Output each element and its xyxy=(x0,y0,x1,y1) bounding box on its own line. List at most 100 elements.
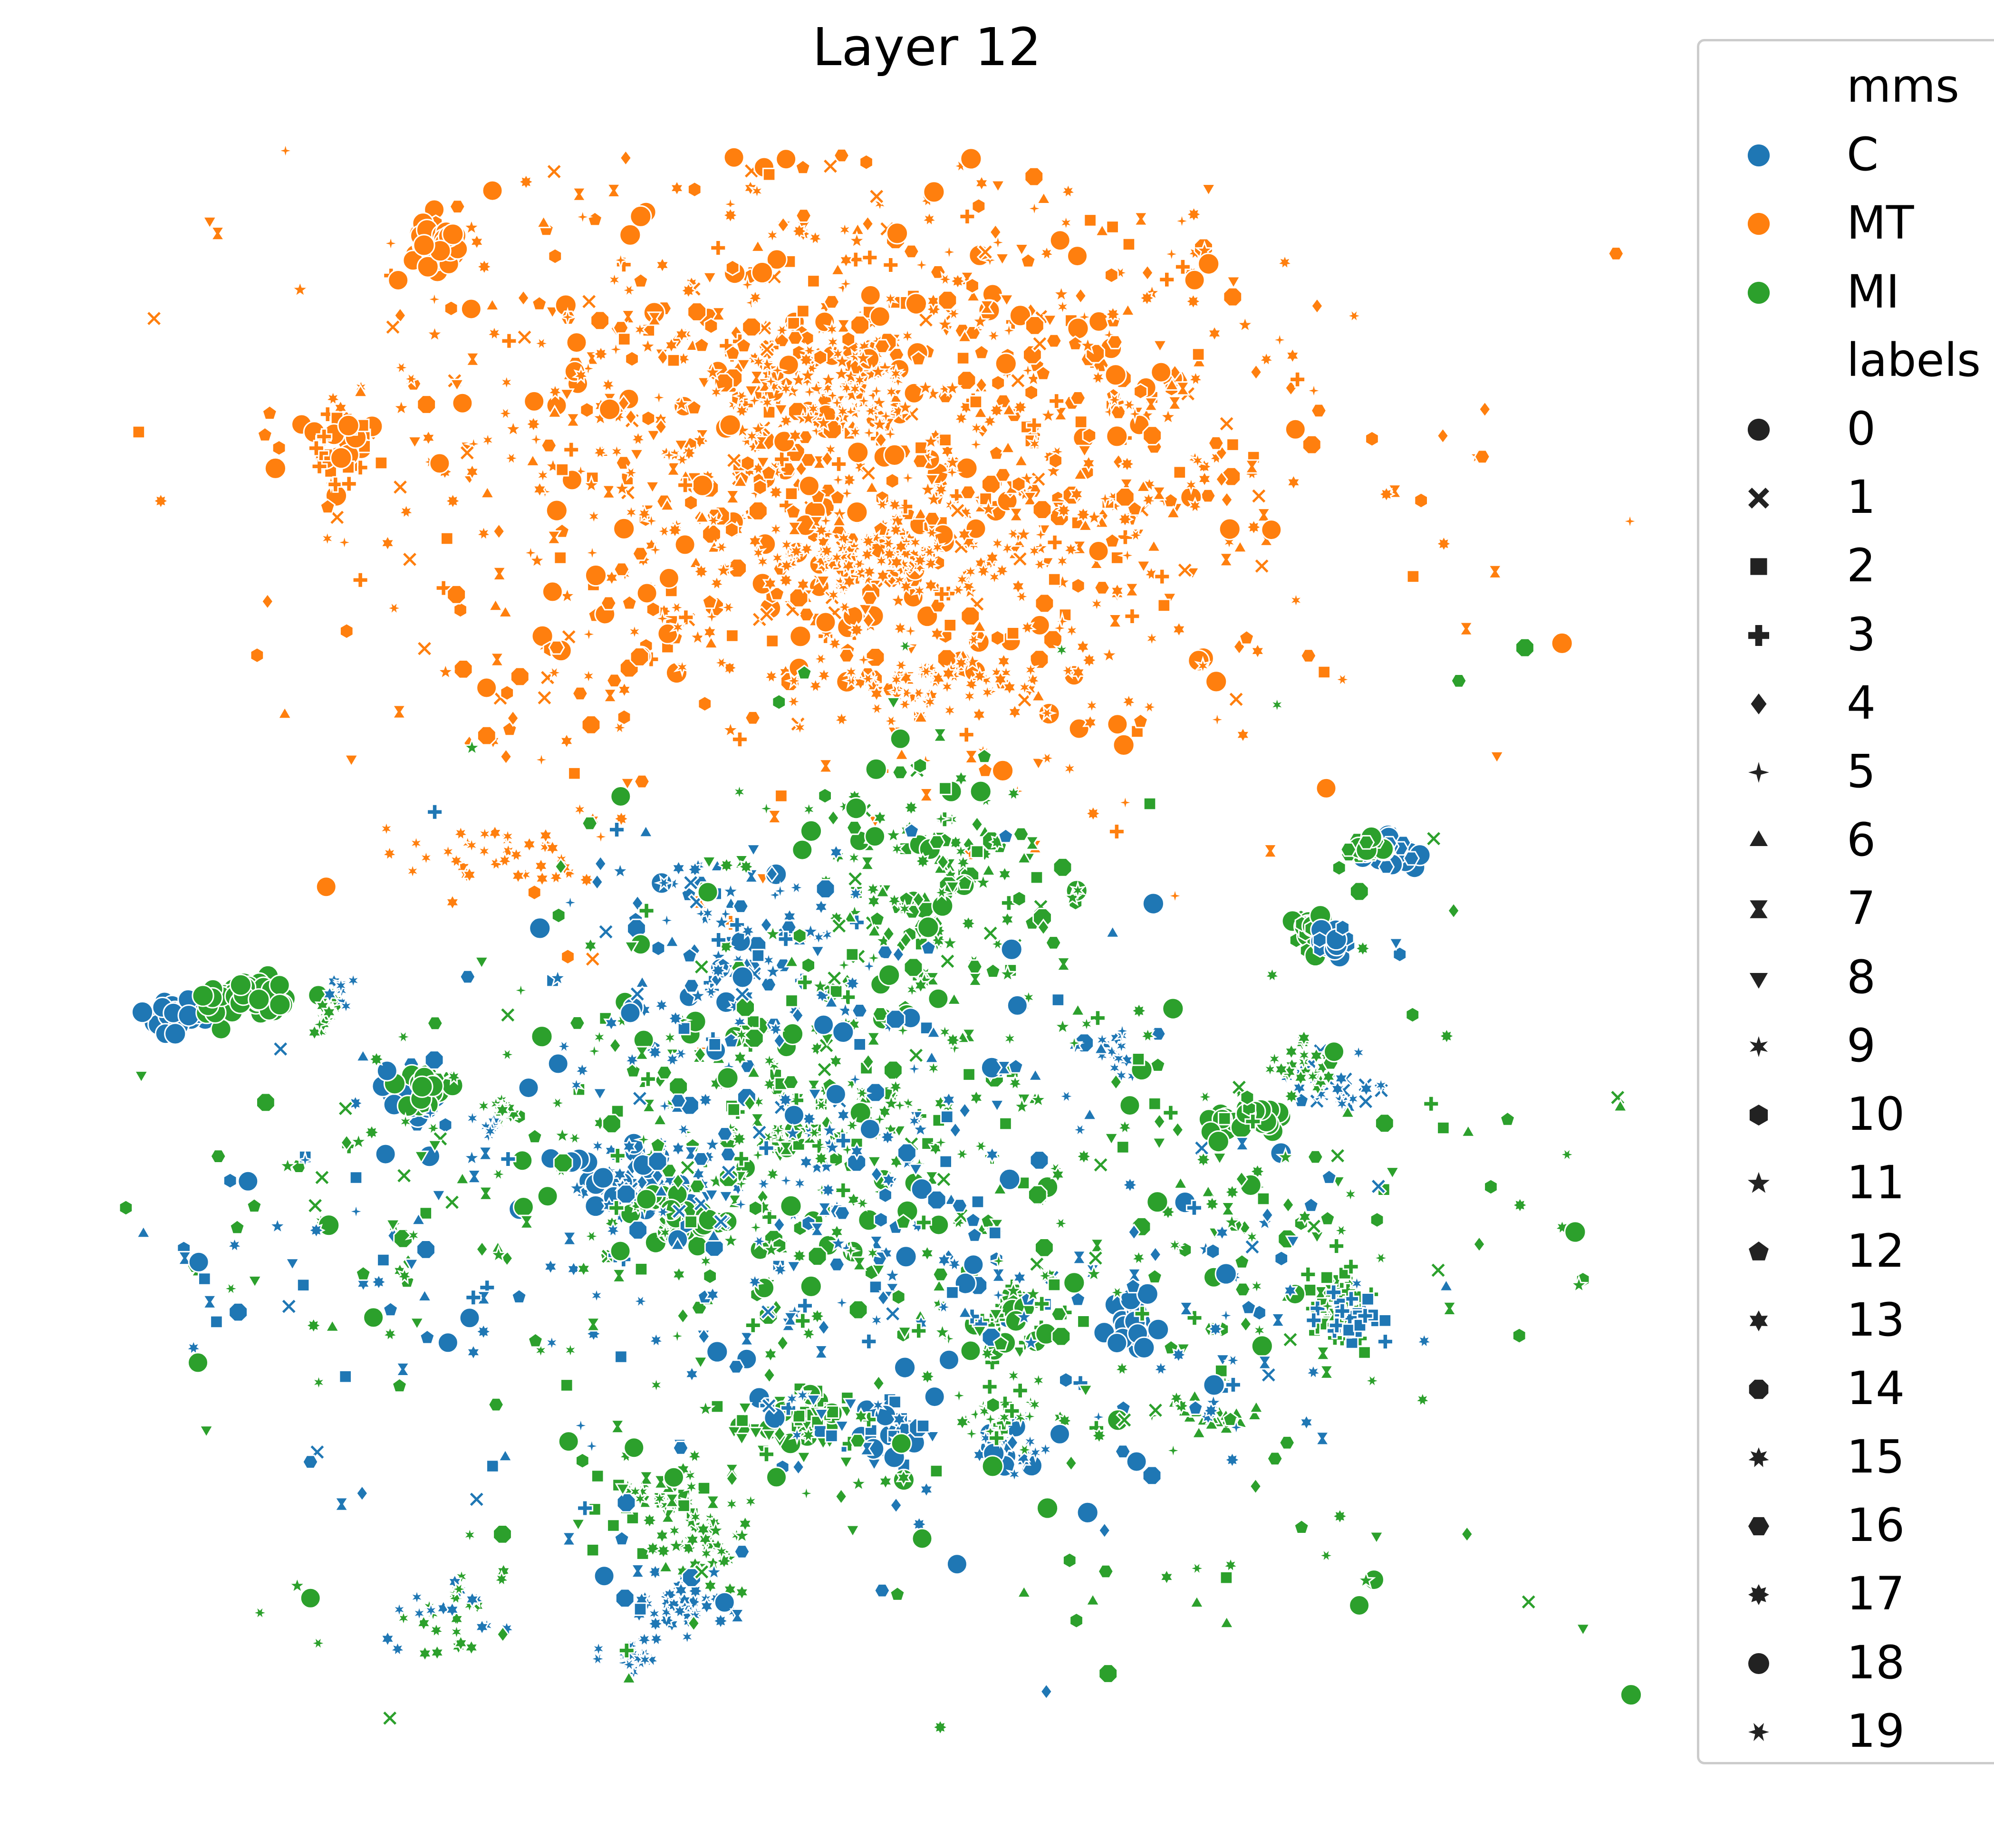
scatter-point xyxy=(404,861,422,881)
scatter-point xyxy=(758,392,776,413)
scatter-point xyxy=(1060,759,1079,779)
scatter-point xyxy=(786,879,807,896)
scatter-point xyxy=(666,1009,685,1028)
scatter-point xyxy=(867,700,887,718)
scatter-point xyxy=(918,1367,937,1386)
scatter-point xyxy=(731,966,754,989)
scatter-point xyxy=(703,635,719,649)
legend-label: MI xyxy=(1847,265,1900,318)
scatter-point xyxy=(636,1649,654,1670)
scatter-point xyxy=(691,474,714,497)
scatter-point xyxy=(1106,335,1124,349)
scatter-point xyxy=(1328,1317,1345,1334)
scatter-point xyxy=(1117,545,1138,566)
legend-item-13: 13 xyxy=(1699,1287,1994,1355)
scatter-point xyxy=(1098,1664,1118,1684)
legend-item-7: 7 xyxy=(1699,875,1994,943)
scatter-point xyxy=(667,1326,688,1347)
scatter-point xyxy=(444,893,461,912)
scatter-point xyxy=(694,509,710,523)
scatter-point xyxy=(1331,859,1347,876)
scatter-point xyxy=(976,243,994,261)
scatter-point xyxy=(349,1171,363,1184)
scatter-point xyxy=(876,405,896,427)
scatter-point xyxy=(453,601,468,618)
scatter-point xyxy=(753,1175,774,1193)
legend-marker-star7-icon xyxy=(1748,1447,1769,1467)
scatter-point xyxy=(1184,269,1205,291)
scatter-point xyxy=(965,277,980,294)
scatter-point xyxy=(656,1222,674,1243)
scatter-point xyxy=(462,835,481,856)
scatter-point xyxy=(1257,349,1276,368)
scatter-point xyxy=(1162,997,1185,1020)
scatter-point xyxy=(789,625,812,648)
scatter-point xyxy=(620,309,636,324)
scatter-point xyxy=(1173,1175,1189,1189)
scatter-point xyxy=(800,921,821,940)
scatter-point xyxy=(482,180,503,202)
scatter-point xyxy=(962,561,980,582)
scatter-point xyxy=(1478,400,1492,418)
legend-label: 2 xyxy=(1847,539,1876,593)
scatter-point xyxy=(1014,243,1030,257)
scatter-point xyxy=(892,1020,914,1041)
scatter-point xyxy=(711,539,732,556)
scatter-point xyxy=(210,226,226,241)
scatter-point xyxy=(697,1481,711,1495)
scatter-point xyxy=(388,1639,407,1658)
scatter-point xyxy=(1142,425,1162,446)
scatter-point xyxy=(738,921,758,940)
scatter-point xyxy=(821,157,839,175)
scatter-point xyxy=(866,923,882,937)
scatter-point xyxy=(924,489,944,508)
scatter-point xyxy=(1026,433,1043,454)
scatter-point xyxy=(1187,1399,1204,1415)
scatter-point xyxy=(1029,1150,1050,1170)
scatter-point xyxy=(1405,1006,1420,1023)
scatter-point xyxy=(521,835,538,854)
scatter-point xyxy=(1135,479,1151,492)
scatter-point xyxy=(379,534,396,552)
scatter-point xyxy=(546,382,565,401)
scatter-point xyxy=(1217,1112,1232,1126)
scatter-point xyxy=(683,1476,700,1497)
scatter-point xyxy=(485,324,504,342)
scatter-point xyxy=(966,959,983,974)
scatter-point xyxy=(783,693,804,711)
scatter-point xyxy=(540,438,558,453)
scatter-point xyxy=(813,1345,829,1359)
scatter-point xyxy=(1117,529,1134,546)
scatter-point xyxy=(590,826,611,847)
scatter-point xyxy=(766,249,788,270)
scatter-point xyxy=(319,498,336,514)
scatter-point xyxy=(1178,1301,1194,1316)
scatter-point xyxy=(355,1048,371,1062)
scatter-point xyxy=(1281,1331,1299,1348)
scatter-point xyxy=(1369,1211,1385,1229)
scatter-point xyxy=(580,293,598,310)
scatter-point xyxy=(847,1152,867,1173)
scatter-point xyxy=(1008,507,1024,522)
scatter-point xyxy=(593,1565,615,1587)
scatter-point xyxy=(1199,488,1217,503)
scatter-point xyxy=(807,1246,828,1266)
scatter-point xyxy=(1034,593,1055,614)
scatter-point xyxy=(1262,844,1278,858)
scatter-point xyxy=(1257,1355,1273,1370)
scatter-point xyxy=(895,1245,917,1268)
scatter-point xyxy=(1089,368,1108,386)
scatter-point xyxy=(1429,1261,1447,1279)
scatter-point xyxy=(1310,403,1328,418)
scatter-point xyxy=(795,208,812,223)
scatter-point xyxy=(568,766,581,780)
scatter-point xyxy=(787,541,806,560)
scatter-point xyxy=(835,1106,851,1125)
scatter-point xyxy=(1133,383,1148,400)
scatter-point xyxy=(617,395,630,412)
scatter-point xyxy=(1335,919,1350,936)
scatter-point xyxy=(512,1196,534,1218)
scatter-point xyxy=(582,542,603,563)
scatter-point xyxy=(758,1140,775,1157)
scatter-point xyxy=(882,289,899,309)
